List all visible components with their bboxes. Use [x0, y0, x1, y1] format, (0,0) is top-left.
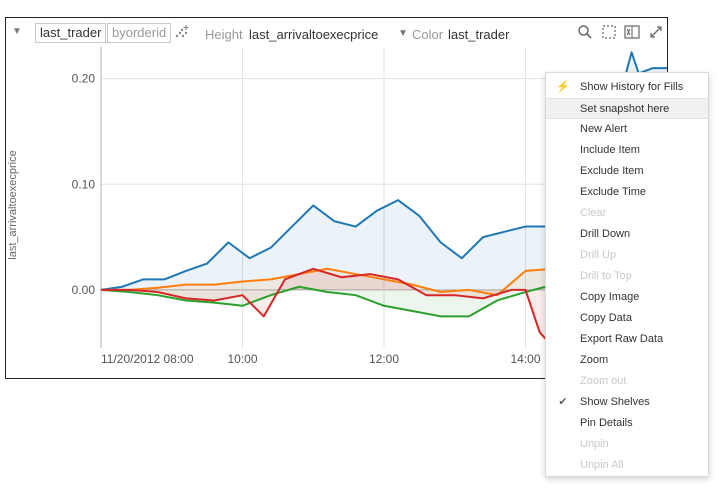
menu-item-label: Show Shelves [580, 396, 650, 408]
menu-item-label: Exclude Time [580, 186, 647, 198]
height-label: Height [205, 27, 243, 42]
excel-export-icon[interactable] [623, 23, 641, 41]
x-axis-ticks: 11/20/2012 08:00 10:00 12:00 14:00 [101, 352, 541, 366]
menu-item-label: Unpin [580, 438, 609, 450]
menu-item-unpin: Unpin [546, 434, 708, 455]
x-tick-label: 14:00 [510, 352, 540, 366]
menu-item-exclude-item[interactable]: Exclude Item [546, 161, 708, 182]
series-area-2 [101, 252, 667, 317]
menu-item-label: Clear [580, 207, 607, 219]
menu-item-label: Copy Data [580, 312, 632, 324]
menu-item-label: Drill Down [580, 228, 631, 240]
menu-item-label: Exclude Item [580, 165, 644, 177]
menu-item-label: Zoom out [580, 375, 627, 387]
menu-item-label: Set snapshot here [580, 103, 670, 115]
menu-item-label: New Alert [580, 123, 628, 135]
menu-item-exclude-time[interactable]: Exclude Time [546, 182, 708, 203]
menu-item-copy-image[interactable]: Copy Image [546, 287, 708, 308]
menu-item-label: Zoom [580, 354, 609, 366]
menu-item-clear: Clear [546, 203, 708, 224]
x-tick-label: 12:00 [369, 352, 399, 366]
y-tick-label: 0.20 [72, 72, 96, 86]
menu-item-label: Include Item [580, 144, 640, 156]
expand-icon[interactable] [647, 23, 665, 41]
menu-item-drill-down[interactable]: Drill Down [546, 224, 708, 245]
y-tick-label: 0.00 [72, 283, 96, 297]
menu-item-include-item[interactable]: Include Item [546, 140, 708, 161]
menu-item-label: Drill Up [580, 249, 617, 261]
menu-item-copy-data[interactable]: Copy Data [546, 308, 708, 329]
x-tick-label: 11/20/2012 08:00 [101, 352, 194, 366]
color-label: Color [412, 27, 444, 42]
menu-item-label: Unpin All [580, 459, 624, 471]
menu-item-unpin-all: Unpin All [546, 455, 708, 476]
caret-down-icon[interactable]: ▼ [12, 26, 22, 37]
menu-item-pin-details[interactable]: Pin Details [546, 413, 708, 434]
color-dropdown-caret-icon[interactable]: ▼ [398, 28, 408, 39]
context-menu: ⚡ Show History for Fills Set snapshot here… [545, 72, 709, 477]
series-area-0 [101, 52, 667, 290]
series-area-3 [101, 221, 667, 348]
menu-item-set-snapshot-here[interactable]: Set snapshot here [546, 98, 708, 119]
menu-item-show-history-for-fills[interactable]: ⚡ Show History for Fills [546, 77, 708, 98]
menu-item-label: Show History for Fills [580, 81, 684, 93]
y-tick-label: 0.10 [72, 177, 96, 191]
x-tick-label: 10:00 [227, 352, 257, 366]
color-value[interactable]: last_trader [448, 27, 510, 42]
menu-item-label: Pin Details [580, 417, 633, 429]
shelf-byorderid[interactable]: byorderid [107, 23, 172, 43]
menu-item-drill-to-top: Drill to Top [546, 266, 708, 287]
menu-item-label: Copy Image [580, 291, 640, 303]
menu-item-export-raw-data[interactable]: Export Raw Data [546, 329, 708, 350]
lightning-icon: ⚡ [556, 81, 570, 93]
menu-item-zoom-out: Zoom out [546, 371, 708, 392]
scatter-add-icon[interactable] [173, 23, 191, 41]
menu-item-drill-up: Drill Up [546, 245, 708, 266]
menu-item-zoom[interactable]: Zoom [546, 350, 708, 371]
search-icon[interactable] [576, 23, 594, 41]
marquee-select-icon[interactable] [600, 23, 618, 41]
menu-item-show-shelves[interactable]: ✔ Show Shelves [546, 392, 708, 413]
menu-item-label: Export Raw Data [580, 333, 664, 345]
checkmark-icon: ✔ [558, 396, 568, 408]
height-value[interactable]: last_arrivaltoexecprice [249, 27, 379, 42]
shelves-toolbar: ▼ last_trader byorderid Height last_arri… [6, 18, 667, 48]
menu-item-label: Drill to Top [580, 270, 632, 282]
y-axis-ticks: 0.00 0.10 0.20 [72, 72, 96, 297]
menu-item-new-alert[interactable]: New Alert [546, 119, 708, 140]
y-axis-label: last_arrivaltoexecprice [7, 150, 19, 259]
shelf-last-trader[interactable]: last_trader [35, 23, 107, 43]
